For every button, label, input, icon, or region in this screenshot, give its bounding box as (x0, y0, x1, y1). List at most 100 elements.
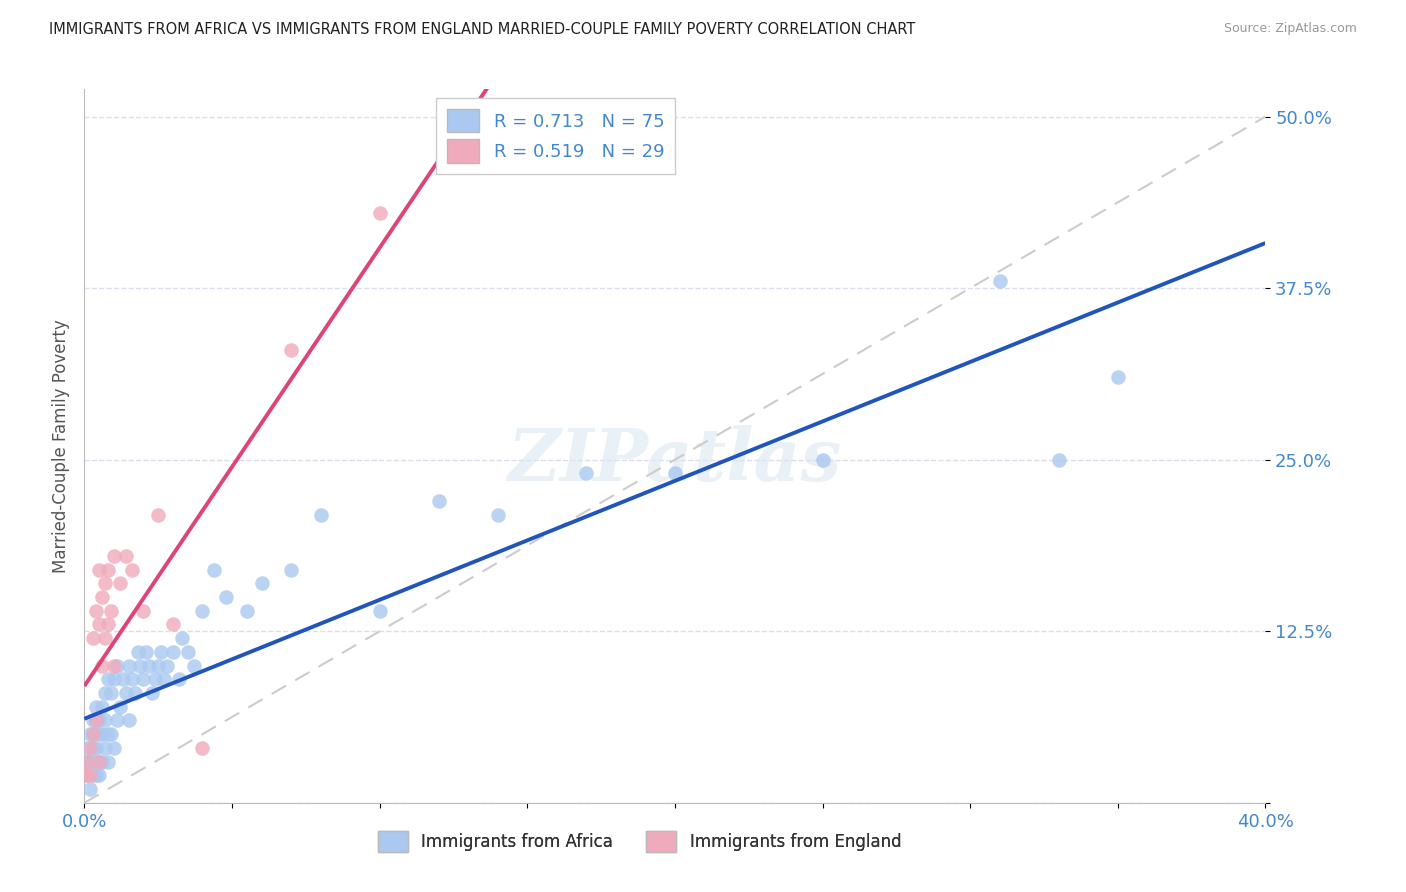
Point (150, 645, 173, 659)
Point (97, 727, 120, 741)
Point (368, 205, 391, 219)
Point (84, 755, 107, 769)
Point (79, 768, 101, 782)
Point (91, 658, 114, 673)
Point (129, 658, 152, 673)
Point (156, 658, 179, 673)
Point (76, 755, 98, 769)
Point (575, 467, 598, 481)
Point (1047, 452, 1070, 467)
Point (143, 673, 166, 687)
Point (84, 714, 107, 728)
Point (103, 658, 125, 673)
Point (97, 562, 120, 576)
Point (82, 631, 104, 645)
Point (250, 576, 273, 591)
Point (105, 714, 128, 728)
Point (486, 508, 509, 522)
Point (79, 740, 101, 755)
Point (94, 576, 117, 591)
Point (94, 714, 117, 728)
Point (100, 727, 122, 741)
Point (87, 755, 111, 769)
Point (76, 740, 98, 755)
Point (427, 494, 450, 508)
Point (82, 740, 104, 755)
Point (121, 562, 143, 576)
Point (191, 604, 214, 618)
Point (87, 727, 111, 741)
Point (280, 343, 302, 357)
Point (811, 452, 834, 467)
Point (127, 645, 149, 659)
Point (94, 631, 117, 645)
Point (664, 467, 686, 481)
Point (91, 590, 114, 604)
Point (91, 699, 114, 714)
Point (100, 686, 122, 700)
Point (84, 768, 107, 782)
Text: ZIPatlas: ZIPatlas (508, 425, 842, 496)
Point (91, 727, 114, 741)
Point (162, 617, 184, 632)
Point (97, 755, 120, 769)
Point (82, 727, 104, 741)
Point (167, 673, 190, 687)
Point (114, 686, 136, 700)
Point (103, 740, 125, 755)
Point (111, 673, 134, 687)
Point (202, 562, 225, 576)
Point (76, 755, 98, 769)
Point (108, 576, 131, 591)
Point (94, 686, 117, 700)
Point (84, 699, 107, 714)
Point (135, 645, 157, 659)
Point (87, 562, 111, 576)
Point (76, 768, 98, 782)
Point (368, 604, 391, 618)
Point (91, 755, 114, 769)
Point (121, 673, 143, 687)
Point (183, 658, 205, 673)
Point (94, 740, 117, 755)
Point (177, 645, 200, 659)
Point (309, 508, 332, 522)
Text: Source: ZipAtlas.com: Source: ZipAtlas.com (1223, 22, 1357, 36)
Point (82, 755, 104, 769)
Point (87, 714, 111, 728)
Point (103, 549, 125, 563)
Point (87, 755, 111, 769)
Point (108, 699, 131, 714)
Point (100, 604, 122, 618)
Point (82, 714, 104, 728)
Point (1107, 370, 1129, 384)
Point (79, 727, 101, 741)
Point (87, 617, 111, 632)
Point (280, 562, 302, 576)
Point (82, 768, 104, 782)
Point (79, 782, 101, 797)
Point (103, 673, 125, 687)
Text: IMMIGRANTS FROM AFRICA VS IMMIGRANTS FROM ENGLAND MARRIED-COUPLE FAMILY POVERTY : IMMIGRANTS FROM AFRICA VS IMMIGRANTS FRO… (49, 22, 915, 37)
Point (191, 740, 214, 755)
Point (79, 768, 101, 782)
Point (141, 686, 163, 700)
Point (76, 768, 98, 782)
Point (215, 590, 238, 604)
Point (114, 549, 136, 563)
Point (124, 686, 146, 700)
Point (87, 768, 111, 782)
Point (84, 714, 107, 728)
Point (79, 755, 101, 769)
Legend: Immigrants from Africa, Immigrants from England: Immigrants from Africa, Immigrants from … (371, 824, 908, 859)
Y-axis label: Married-Couple Family Poverty: Married-Couple Family Poverty (52, 319, 70, 573)
Point (138, 658, 160, 673)
Point (170, 631, 193, 645)
Point (148, 658, 170, 673)
Point (162, 645, 184, 659)
Point (132, 604, 155, 618)
Point (118, 714, 141, 728)
Point (105, 658, 128, 673)
Point (82, 727, 104, 741)
Point (84, 740, 107, 755)
